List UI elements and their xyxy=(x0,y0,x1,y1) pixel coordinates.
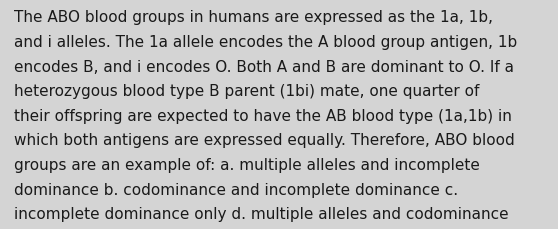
Text: heterozygous blood type B parent (1bi) mate, one quarter of: heterozygous blood type B parent (1bi) m… xyxy=(14,84,479,99)
Text: dominance b. codominance and incomplete dominance c.: dominance b. codominance and incomplete … xyxy=(14,182,458,197)
Text: groups are an example of: a. multiple alleles and incomplete: groups are an example of: a. multiple al… xyxy=(14,157,480,172)
Text: and i alleles. The 1a allele encodes the A blood group antigen, 1b: and i alleles. The 1a allele encodes the… xyxy=(14,35,517,50)
Text: encodes B, and i encodes O. Both A and B are dominant to O. If a: encodes B, and i encodes O. Both A and B… xyxy=(14,59,514,74)
Text: incomplete dominance only d. multiple alleles and codominance: incomplete dominance only d. multiple al… xyxy=(14,206,508,221)
Text: The ABO blood groups in humans are expressed as the 1a, 1b,: The ABO blood groups in humans are expre… xyxy=(14,10,493,25)
Text: which both antigens are expressed equally. Therefore, ABO blood: which both antigens are expressed equall… xyxy=(14,133,514,148)
Text: their offspring are expected to have the AB blood type (1a,1b) in: their offspring are expected to have the… xyxy=(14,108,512,123)
